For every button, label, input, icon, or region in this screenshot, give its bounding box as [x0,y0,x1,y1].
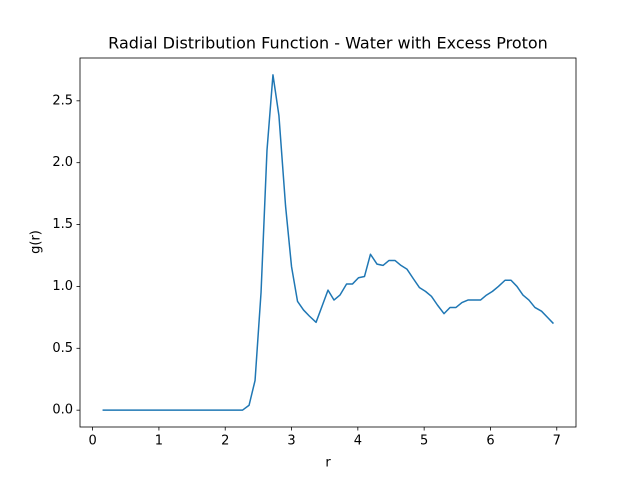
chart-title: Radial Distribution Function - Water wit… [108,34,548,53]
y-tick-label: 2.5 [52,93,73,108]
x-tick-label: 1 [155,434,163,449]
y-tick-label: 0.5 [52,341,73,356]
y-tick-label: 1.5 [52,217,73,232]
x-axis-label: r [325,456,331,471]
x-tick-label: 4 [354,434,362,449]
x-tick-label: 0 [88,434,96,449]
x-tick-label: 6 [486,434,494,449]
y-tick-label: 2.0 [52,155,73,170]
axes-frame [79,57,577,428]
y-axis-label: g(r) [29,230,44,254]
x-tick-label: 5 [420,434,428,449]
data-line [102,74,554,411]
x-tick-label: 3 [287,434,295,449]
y-tick-label: 0.0 [52,403,73,418]
x-tick-label: 2 [221,434,229,449]
y-tick-label: 1.0 [52,279,73,294]
x-tick-label: 7 [553,434,561,449]
